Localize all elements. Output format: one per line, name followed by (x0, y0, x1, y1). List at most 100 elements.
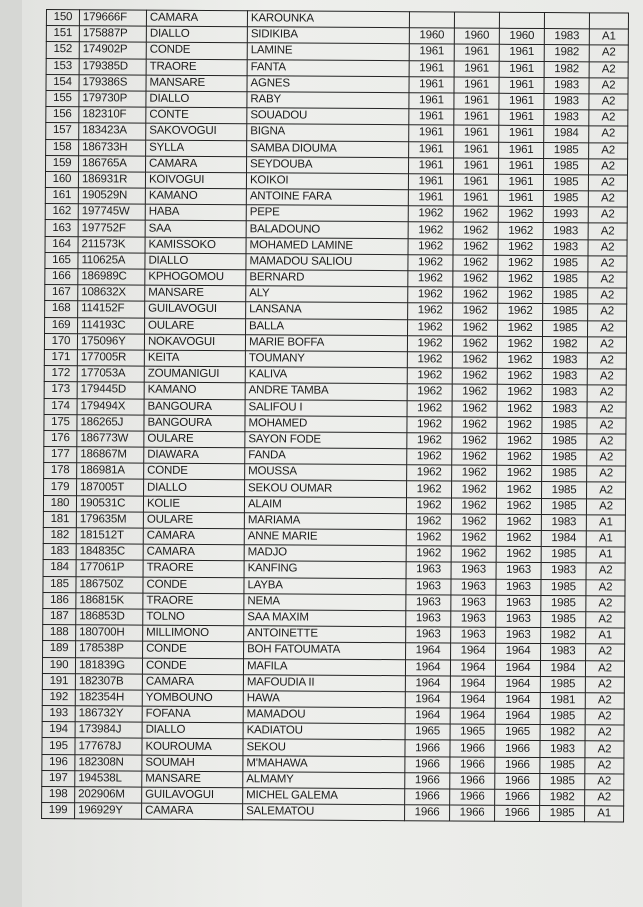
year-3-cell: 1966 (494, 805, 540, 822)
year-3-cell: 1962 (496, 530, 542, 547)
year-3-cell: 1964 (495, 643, 541, 661)
first-name-cell: FANTA (247, 59, 410, 77)
last-name-cell: MANSARE (141, 770, 243, 788)
matricule-cell: 179386S (79, 74, 147, 92)
row-number-cell: 171 (44, 349, 78, 366)
last-name-cell: YOMBOUNO (142, 689, 244, 707)
first-name-cell: M'MAHAWA (242, 755, 405, 773)
category-cell: A2 (584, 741, 625, 758)
year-4-cell: 1985 (540, 595, 586, 612)
last-name-cell: CONDE (142, 657, 244, 675)
first-name-cell: MARIE BOFFA (245, 334, 408, 352)
year-4-cell: 1985 (543, 142, 589, 159)
matricule-cell: 177053A (77, 365, 145, 383)
year-1-cell: 1962 (407, 254, 454, 271)
matricule-cell: 108632X (77, 284, 145, 302)
first-name-cell: MAMADOU SALIOU (245, 253, 409, 271)
last-name-cell: NOKAVOGUI (144, 333, 246, 351)
row-number-cell: 194 (42, 721, 76, 739)
matricule-cell: 186853D (75, 608, 143, 626)
year-3-cell: 1960 (499, 28, 545, 45)
last-name-cell: OULARE (143, 430, 245, 448)
category-cell: A2 (586, 433, 626, 451)
matricule-cell: 179730P (78, 90, 147, 108)
row-number-cell: 193 (42, 705, 76, 722)
first-name-cell: KALIVA (245, 366, 408, 385)
matricule-cell: 179494X (77, 398, 145, 415)
year-3-cell: 1965 (495, 724, 541, 741)
first-name-cell: MARIAMA (244, 512, 407, 530)
year-2-cell: 1962 (453, 206, 499, 223)
year-2-cell: 1962 (453, 238, 499, 256)
last-name-cell: CAMARA (145, 155, 247, 173)
year-4-cell: 1985 (541, 481, 587, 499)
year-4-cell: 1983 (543, 109, 589, 127)
row-number-cell: 175 (43, 414, 78, 431)
year-1-cell: 1962 (406, 497, 452, 514)
matricule-cell: 181839G (75, 657, 143, 674)
year-2-cell: 1966 (449, 740, 496, 757)
year-2-cell: 1962 (452, 319, 498, 337)
year-1-cell: 1962 (408, 222, 454, 239)
matricule-cell: 197752F (78, 220, 146, 237)
category-cell: A2 (585, 708, 625, 726)
year-4-cell: 1983 (539, 740, 586, 758)
row-number-cell: 187 (42, 608, 76, 625)
first-name-cell: MADJO (244, 544, 407, 563)
year-2-cell: 1962 (453, 222, 499, 239)
year-4-cell: 1984 (543, 125, 589, 143)
category-cell: A1 (584, 805, 624, 823)
category-cell: A2 (588, 239, 628, 256)
year-4-cell: 1985 (540, 611, 586, 628)
first-name-cell: ALY (245, 285, 408, 304)
year-1-cell: 1964 (405, 643, 451, 660)
row-number-cell: 177 (43, 446, 77, 463)
year-3-cell: 1961 (499, 44, 545, 62)
last-name-cell: DIALLO (142, 722, 244, 740)
year-3-cell: 1961 (498, 125, 544, 143)
first-name-cell: RABY (246, 91, 409, 109)
last-name-cell: OULARE (144, 317, 246, 335)
row-number-cell: 188 (42, 624, 76, 642)
year-1-cell: 1963 (405, 626, 451, 644)
year-3-cell: 1962 (496, 514, 542, 531)
year-2-cell: 1963 (450, 594, 496, 612)
year-4-cell: 1982 (544, 44, 590, 62)
year-4-cell: 1985 (543, 158, 589, 175)
first-name-cell: KADIATOU (243, 722, 406, 741)
matricule-cell: 186981A (76, 462, 144, 480)
matricule-cell: 186265J (76, 414, 145, 431)
category-cell: A2 (585, 579, 626, 596)
matricule-cell: 186989C (77, 268, 145, 286)
first-name-cell: MOHAMED LAMINE (246, 237, 409, 255)
first-name-cell: LAYBA (243, 577, 407, 595)
row-number-cell: 180 (43, 495, 77, 512)
year-2-cell: 1962 (451, 465, 497, 482)
year-1-cell: 1966 (404, 788, 450, 806)
year-1-cell: 1961 (409, 60, 455, 77)
first-name-cell: TOUMANY (245, 350, 408, 368)
row-number-cell: 183 (43, 543, 77, 561)
year-4-cell: 1983 (543, 239, 589, 256)
year-1-cell: 1962 (407, 303, 453, 320)
year-1-cell: 1960 (409, 27, 455, 45)
year-3-cell: 1962 (497, 400, 543, 418)
category-cell: A2 (586, 449, 626, 467)
matricule-cell: 179445D (77, 382, 145, 399)
matricule-cell: 181512T (76, 527, 144, 545)
year-2-cell: 1962 (451, 513, 497, 531)
year-2-cell: 1966 (449, 805, 495, 822)
year-1-cell: 1965 (405, 723, 451, 741)
category-cell: A2 (586, 498, 626, 515)
year-3-cell: 1964 (495, 692, 541, 709)
year-4-cell: 1985 (539, 757, 585, 774)
table-row: 199 196929Y CAMARA SALEMATOU 1966 1966 1966 198… (41, 802, 624, 823)
first-name-cell: ALAIM (244, 496, 407, 514)
year-1-cell: 1962 (406, 432, 452, 450)
year-1-cell: 1962 (407, 286, 453, 304)
matricule-cell: 196929Y (74, 802, 142, 820)
row-number-cell: 157 (45, 122, 79, 140)
category-cell: A2 (584, 757, 624, 774)
first-name-cell: ANTOINE FARA (246, 188, 409, 206)
category-cell: A1 (589, 29, 629, 46)
